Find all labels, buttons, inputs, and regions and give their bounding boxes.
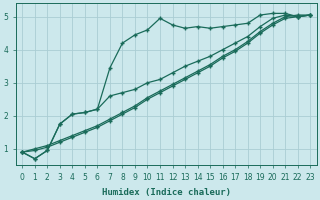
X-axis label: Humidex (Indice chaleur): Humidex (Indice chaleur) bbox=[102, 188, 231, 197]
